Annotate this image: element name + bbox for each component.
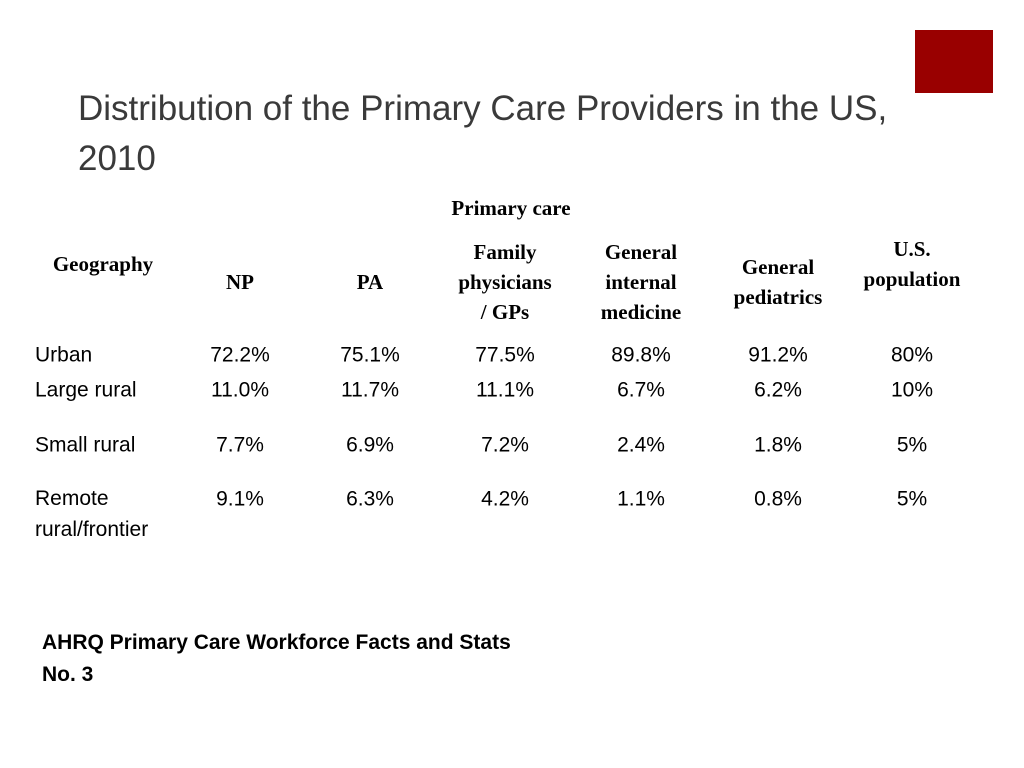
- value-cell: 1.1%: [617, 487, 665, 511]
- geography-cell: Large rural: [35, 378, 137, 402]
- header-line: / GPs: [480, 300, 530, 324]
- value-cell: 80%: [890, 343, 934, 367]
- geography-cell: Small rural: [35, 433, 136, 457]
- source-line: AHRQ Primary Care Workforce Facts and St…: [42, 631, 511, 654]
- header-line: NP: [226, 270, 254, 294]
- header-line: medicine: [600, 300, 682, 324]
- value-cell: 11.7%: [341, 378, 399, 402]
- value-cell: 9.1%: [216, 487, 264, 511]
- value-cell: 2.4%: [617, 433, 665, 457]
- geography-line: Remote: [35, 487, 109, 510]
- value-cell: 6.2%: [754, 378, 802, 402]
- header-line: PA: [356, 270, 384, 294]
- header-line: Family: [473, 240, 537, 264]
- header-line: pediatrics: [733, 285, 823, 309]
- accent-square: [915, 30, 993, 93]
- header-line: U.S.: [893, 237, 931, 261]
- value-cell: 7.7%: [216, 433, 264, 457]
- header-line: Geography: [52, 252, 154, 276]
- value-cell: 5%: [896, 487, 928, 511]
- column-header: U.S. population: [864, 234, 961, 294]
- source-line: No. 3: [42, 663, 94, 686]
- column-header: General pediatrics: [734, 252, 823, 312]
- value-cell: 10%: [890, 378, 934, 402]
- value-cell: 1.8%: [754, 433, 802, 457]
- column-header: General internal medicine: [601, 237, 681, 327]
- value-cell: 6.9%: [346, 433, 394, 457]
- header-line: General: [741, 255, 815, 279]
- header-line: internal: [605, 270, 677, 294]
- geography-cell: Remote rural/frontier: [35, 483, 148, 545]
- geography-line: rural/frontier: [35, 518, 149, 541]
- value-cell: 4.2%: [481, 487, 529, 511]
- header-line: population: [863, 267, 961, 291]
- slide-title: Distribution of the Primary Care Provide…: [78, 89, 888, 178]
- value-cell: 89.8%: [611, 343, 671, 367]
- source-citation: AHRQ Primary Care Workforce Facts and St…: [42, 627, 511, 691]
- value-cell: 75.1%: [340, 343, 400, 367]
- value-cell: 6.3%: [346, 487, 394, 511]
- value-cell: 6.7%: [617, 378, 665, 402]
- column-header: Family physicians / GPs: [458, 237, 551, 327]
- value-cell: 5%: [896, 433, 928, 457]
- value-cell: 7.2%: [481, 433, 529, 457]
- value-cell: 77.5%: [475, 343, 535, 367]
- value-cell: 11.0%: [211, 378, 269, 402]
- header-line: General: [604, 240, 678, 264]
- geography-cell: Urban: [35, 343, 93, 367]
- value-cell: 0.8%: [754, 487, 802, 511]
- group-header-primary-care: Primary care: [451, 196, 571, 220]
- header-line: physicians: [458, 270, 552, 294]
- column-header: Geography: [53, 249, 153, 279]
- value-cell: 11.1%: [476, 378, 534, 402]
- value-cell: 72.2%: [210, 343, 270, 367]
- column-header: PA: [357, 267, 383, 297]
- column-header: NP: [226, 267, 254, 297]
- value-cell: 91.2%: [748, 343, 808, 367]
